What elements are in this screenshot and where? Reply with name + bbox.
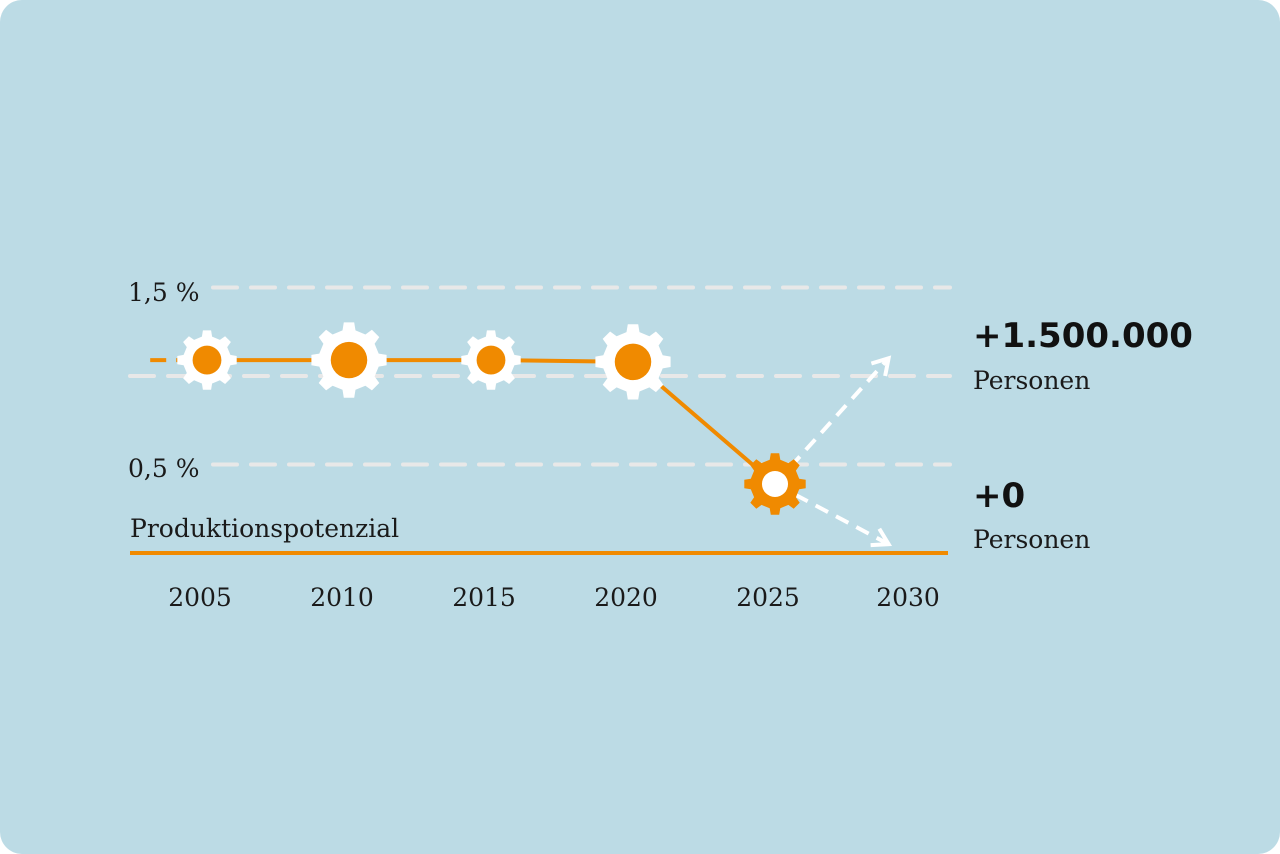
y-tick-label: 0,5 % (128, 454, 199, 483)
gridlines (128, 285, 952, 555)
projection-low-value: +0 (973, 476, 1025, 516)
projection-high-unit: Personen (973, 366, 1090, 395)
y-tick-label: 1,5 % (128, 278, 199, 307)
x-tick-label: 2010 (310, 583, 374, 612)
data-point (614, 343, 652, 381)
x-axis-label: Produktionspotenzial (130, 514, 399, 543)
data-point (761, 470, 789, 497)
arrow-head-icon (870, 355, 892, 377)
data-point (330, 341, 368, 379)
x-tick-label: 2020 (594, 583, 658, 612)
x-tick-label: 2005 (168, 583, 232, 612)
projection-low-unit: Personen (973, 525, 1090, 554)
x-tick-label: 2015 (452, 583, 516, 612)
x-tick-label: 2025 (736, 583, 800, 612)
projection-high-value: +1.500.000 (973, 316, 1193, 356)
x-tick-label: 2030 (876, 583, 940, 612)
data-point (192, 345, 222, 375)
data-point (476, 345, 506, 375)
arrow-head-icon (870, 527, 893, 548)
